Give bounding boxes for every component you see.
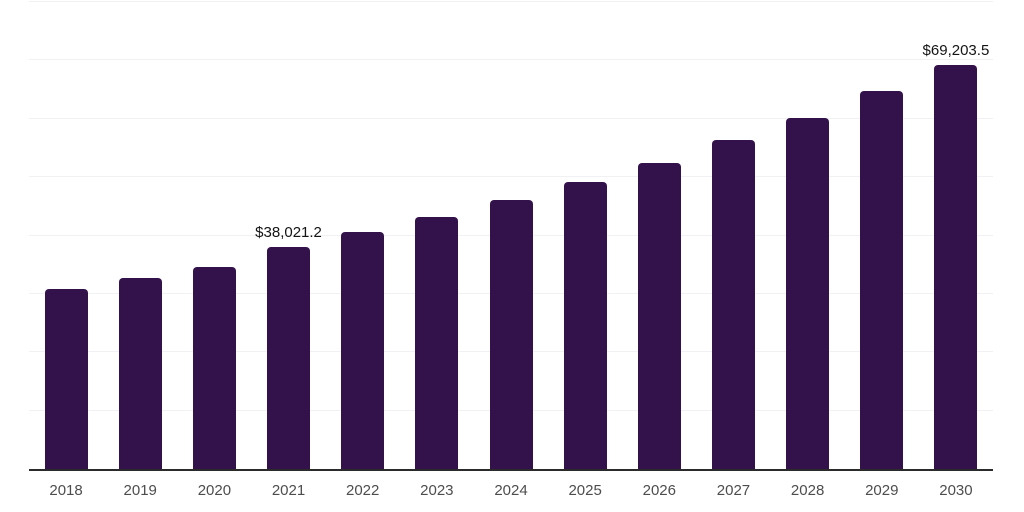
x-tick-label-2020: 2020 xyxy=(197,482,232,499)
value-label-2030: $69,203.5 xyxy=(922,42,990,60)
value-label-2021: $38,021.2 xyxy=(255,224,322,242)
x-tick-label-2028: 2028 xyxy=(790,482,825,499)
bar-2020 xyxy=(192,266,236,469)
bar-2023 xyxy=(415,216,459,469)
x-tick-label-2024: 2024 xyxy=(494,482,528,499)
gridline-60000 xyxy=(29,117,993,119)
bar-2030 xyxy=(934,65,978,469)
bar-2027 xyxy=(711,140,755,469)
x-tick-label-2018: 2018 xyxy=(49,482,83,499)
gridline-50000 xyxy=(29,176,993,178)
gridline-70000 xyxy=(29,59,993,61)
bar-2028 xyxy=(786,117,830,469)
bar-2021 xyxy=(267,247,311,469)
bar-2025 xyxy=(563,182,607,469)
x-tick-label-2029: 2029 xyxy=(865,482,899,499)
bar-2022 xyxy=(341,232,385,469)
x-tick-label-2025: 2025 xyxy=(568,482,602,499)
x-tick-label-2022: 2022 xyxy=(346,482,380,499)
bar-2018 xyxy=(44,289,88,469)
gridline-80000 xyxy=(29,1,993,2)
x-tick-label-2030: 2030 xyxy=(939,482,973,499)
x-tick-label-2023: 2023 xyxy=(420,482,454,499)
bar-2024 xyxy=(489,200,533,469)
bar-2019 xyxy=(118,278,162,469)
plot-area: $38,021.2 $69,203.5 xyxy=(29,1,993,471)
x-tick-label-2021: 2021 xyxy=(271,482,306,499)
x-tick-label-2019: 2019 xyxy=(123,482,157,499)
bar-2026 xyxy=(637,162,681,469)
x-tick-label-2026: 2026 xyxy=(642,482,676,499)
bar-2029 xyxy=(860,90,904,469)
x-tick-label-2027: 2027 xyxy=(716,482,751,499)
